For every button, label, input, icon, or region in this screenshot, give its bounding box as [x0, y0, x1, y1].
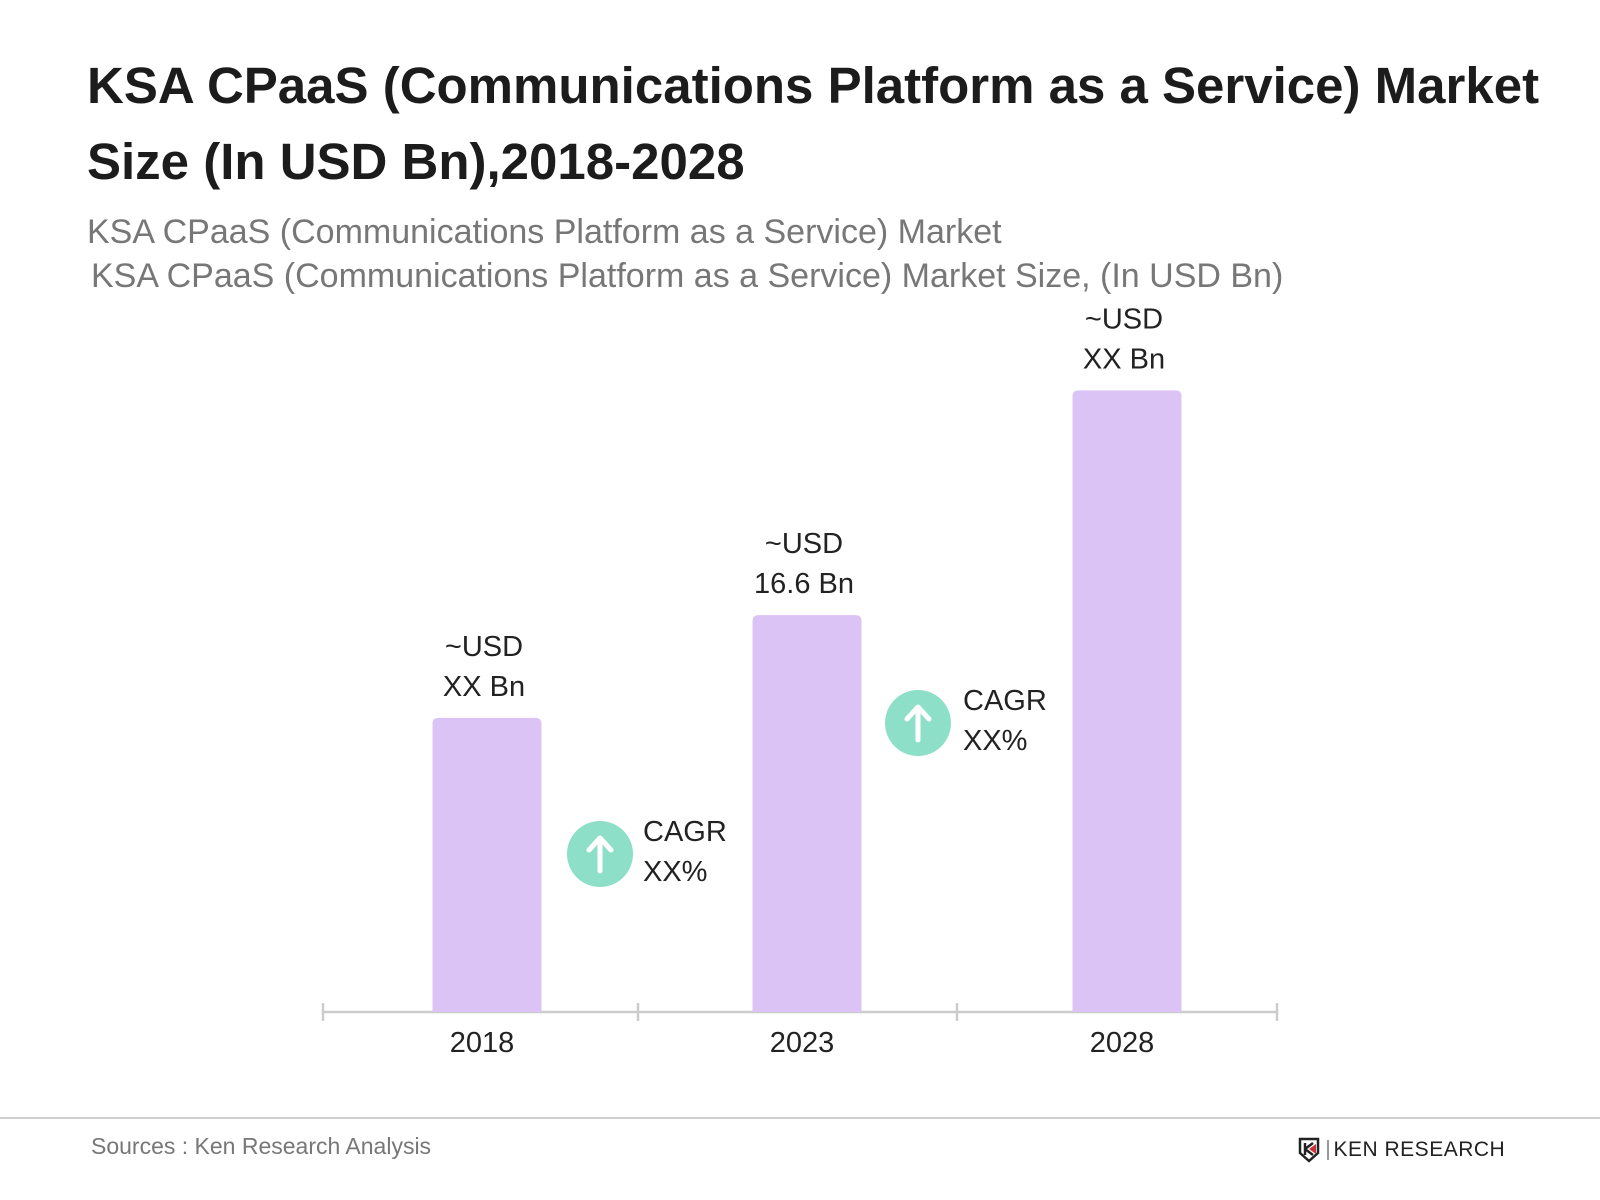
cagr-value: XX%: [963, 725, 1027, 757]
arrow-up-glyph: [586, 835, 614, 874]
logo-separator: [1327, 1140, 1329, 1160]
chart-subtitle-line-1: KSA CPaaS (Communications Platform as a …: [87, 213, 1002, 251]
footer-divider: [0, 1117, 1600, 1119]
chart-title: KSA CPaaS (Communications Platform as a …: [87, 57, 1540, 190]
data-label: XX Bn: [443, 671, 525, 703]
bar-2018: [432, 717, 542, 1012]
bar-chart: 2018 ~USD XX Bn 2023 ~USD 16.6 Bn 2028 ~USD XX B…: [321, 303, 1279, 1059]
ken-research-logo: KEN RESEARCH: [1298, 1137, 1505, 1163]
x-tick-label: 2018: [450, 1027, 515, 1059]
data-label: 16.6 Bn: [754, 568, 854, 600]
arrow-up-glyph: [904, 704, 932, 743]
cagr-annotation: CAGR XX%: [567, 816, 727, 888]
cagr-value: XX%: [643, 856, 707, 888]
cagr-label: CAGR: [643, 816, 727, 848]
x-tick-label: 2023: [770, 1027, 835, 1059]
cagr-label: CAGR: [963, 685, 1047, 717]
data-label: ~USD: [445, 631, 523, 663]
data-label: XX Bn: [1083, 343, 1165, 375]
cagr-annotation: CAGR XX%: [885, 685, 1047, 757]
ken-research-shield-icon: [1298, 1137, 1320, 1163]
bar-2028: [1072, 390, 1182, 1013]
data-label: ~USD: [765, 528, 843, 560]
logo-text: KEN RESEARCH: [1333, 1138, 1506, 1161]
bar-2023: [752, 615, 862, 1012]
chart-subtitle-line-2: KSA CPaaS (Communications Platform as a …: [91, 257, 1284, 295]
x-tick-label: 2028: [1090, 1027, 1155, 1059]
data-label: ~USD: [1085, 303, 1163, 335]
source-note: Sources : Ken Research Analysis: [91, 1133, 432, 1159]
